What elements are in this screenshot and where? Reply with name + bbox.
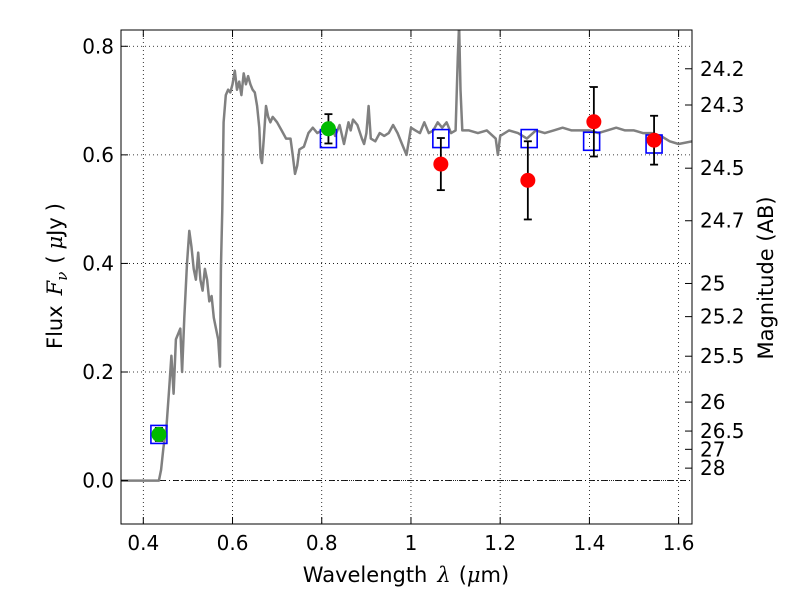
- magnitude-tick-label: 28: [700, 456, 725, 480]
- y-tick-label: 0.6: [82, 143, 114, 167]
- x-axis-label: Wavelength λ (μm): [303, 563, 509, 587]
- x-tick-label: 1.6: [663, 531, 695, 555]
- model-photometry-marker: [520, 128, 538, 149]
- tick-marks: [121, 30, 692, 524]
- model-photometry-marker: [150, 424, 168, 445]
- x-tick-label: 1.4: [573, 531, 605, 555]
- magnitude-tick-label: 25.2: [700, 305, 745, 329]
- magnitude-tick-label: 25: [700, 271, 725, 295]
- observed-point-green: [320, 121, 336, 137]
- magnitude-tick-label: 26: [700, 390, 725, 414]
- axes-frame: [120, 29, 693, 525]
- x-tick-label: 0.4: [127, 531, 159, 555]
- magnitude-tick-label: 24.3: [700, 93, 745, 117]
- observed-point-red: [520, 172, 536, 188]
- observed-point-red: [646, 132, 662, 148]
- y-tick-label: 0.0: [82, 469, 114, 493]
- observed-point-green: [151, 426, 167, 442]
- magnitude-tick-label: 26.5: [700, 419, 745, 443]
- plot-area: [121, 30, 692, 482]
- x-tick-label: 1: [405, 531, 418, 555]
- model-photometry-marker: [582, 131, 601, 152]
- magnitude-tick-label: 24.5: [700, 156, 745, 180]
- x-tick-labels: 0.4 0.6 0.8 1 1.2 1.4 1.6: [127, 531, 694, 555]
- y-axis-label: FluxFν(μJy): [43, 203, 71, 349]
- y-tick-label: 0.2: [82, 360, 114, 384]
- x-tick-label: 0.8: [306, 531, 338, 555]
- model-sed-line: [121, 30, 692, 482]
- observed-point-red: [433, 156, 449, 172]
- magnitude-tick-label: 24.7: [700, 209, 745, 233]
- y-tick-label: 0.4: [82, 251, 114, 275]
- x-tick-label: 1.2: [484, 531, 516, 555]
- magnitude-tick-label: 25.5: [700, 344, 745, 368]
- magnitude-tick-label: 24.2: [700, 57, 745, 81]
- x-tick-label: 0.6: [217, 531, 249, 555]
- magnitude-tick-label: 27: [700, 437, 725, 461]
- magnitude-axis-label: Magnitude (AB): [754, 196, 778, 359]
- observed-point-red: [586, 114, 602, 130]
- y-tick-labels: 0.0 0.2 0.4 0.6 0.8: [82, 34, 114, 492]
- y-tick-label: 0.8: [82, 34, 114, 58]
